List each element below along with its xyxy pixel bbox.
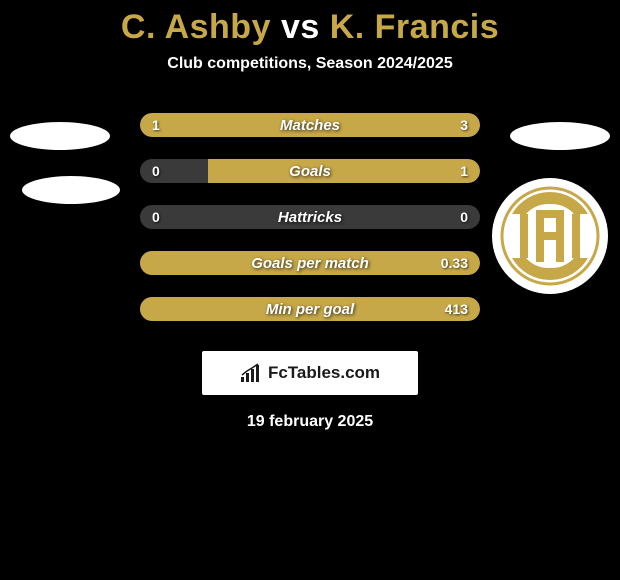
player2-name: K. Francis xyxy=(330,8,499,46)
stat-bars: 1Matches30Goals10Hattricks0Goals per mat… xyxy=(140,113,480,321)
player1-avatar-placeholder-2 xyxy=(22,176,120,204)
bar-right-value: 1 xyxy=(460,163,468,179)
brand-text: FcTables.com xyxy=(268,363,380,383)
page-title: C. Ashby vs K. Francis xyxy=(0,8,620,47)
brand-box: FcTables.com xyxy=(202,351,418,395)
bar-stat-label: Goals xyxy=(140,163,480,180)
stat-bar-row: 1Matches3 xyxy=(140,113,480,137)
player2-avatar-placeholder xyxy=(510,122,610,150)
bar-stat-label: Matches xyxy=(140,117,480,134)
stat-bar-row: Goals per match0.33 xyxy=(140,251,480,275)
bar-stat-label: Goals per match xyxy=(140,255,480,272)
subtitle: Club competitions, Season 2024/2025 xyxy=(0,55,620,73)
player1-name: C. Ashby xyxy=(121,8,271,46)
comparison-card: C. Ashby vs K. Francis Club competitions… xyxy=(0,0,620,431)
vs-text: vs xyxy=(281,8,320,46)
bar-stat-label: Min per goal xyxy=(140,301,480,318)
bar-right-value: 413 xyxy=(445,301,468,317)
bar-right-value: 3 xyxy=(460,117,468,133)
chart-icon xyxy=(240,363,264,383)
bar-right-value: 0.33 xyxy=(441,255,468,271)
stat-bar-row: 0Goals1 xyxy=(140,159,480,183)
bar-right-value: 0 xyxy=(460,209,468,225)
footer-date: 19 february 2025 xyxy=(0,413,620,431)
player1-avatar-placeholder-1 xyxy=(10,122,110,150)
club-badge-icon xyxy=(500,186,600,286)
club-badge xyxy=(492,178,608,294)
stat-bar-row: Min per goal413 xyxy=(140,297,480,321)
stat-bar-row: 0Hattricks0 xyxy=(140,205,480,229)
bar-stat-label: Hattricks xyxy=(140,209,480,226)
